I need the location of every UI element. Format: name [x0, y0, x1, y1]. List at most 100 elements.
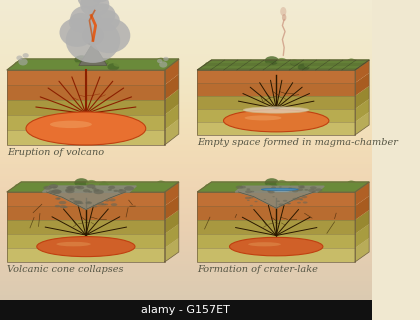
- Ellipse shape: [297, 198, 303, 200]
- Ellipse shape: [118, 189, 126, 193]
- Ellipse shape: [302, 196, 307, 198]
- Polygon shape: [355, 196, 369, 220]
- Ellipse shape: [312, 191, 316, 193]
- Ellipse shape: [88, 3, 116, 26]
- Text: a: a: [43, 215, 72, 265]
- Ellipse shape: [267, 190, 271, 192]
- Polygon shape: [197, 182, 369, 192]
- Ellipse shape: [86, 57, 97, 64]
- Ellipse shape: [92, 187, 97, 189]
- Ellipse shape: [100, 60, 108, 65]
- Ellipse shape: [292, 189, 299, 192]
- Ellipse shape: [69, 188, 75, 191]
- Ellipse shape: [86, 180, 97, 187]
- Ellipse shape: [255, 201, 257, 202]
- Polygon shape: [165, 104, 179, 130]
- Ellipse shape: [304, 61, 313, 67]
- Bar: [0, 300, 372, 320]
- Ellipse shape: [347, 59, 356, 65]
- Ellipse shape: [80, 0, 109, 17]
- Bar: [197, 248, 355, 262]
- Ellipse shape: [297, 188, 303, 191]
- Ellipse shape: [113, 183, 123, 189]
- Polygon shape: [355, 182, 369, 206]
- Ellipse shape: [347, 181, 354, 185]
- Ellipse shape: [163, 57, 168, 61]
- Ellipse shape: [208, 186, 215, 190]
- Ellipse shape: [74, 178, 89, 187]
- Ellipse shape: [250, 205, 253, 206]
- Ellipse shape: [93, 189, 100, 192]
- Ellipse shape: [108, 63, 119, 71]
- Bar: [197, 109, 355, 122]
- Polygon shape: [355, 60, 369, 83]
- Polygon shape: [355, 99, 369, 122]
- Ellipse shape: [15, 61, 23, 67]
- Ellipse shape: [247, 182, 257, 188]
- Ellipse shape: [299, 186, 305, 188]
- Ellipse shape: [56, 242, 91, 246]
- Ellipse shape: [52, 186, 57, 188]
- Ellipse shape: [57, 198, 60, 199]
- Ellipse shape: [74, 55, 89, 64]
- Ellipse shape: [292, 198, 299, 200]
- Ellipse shape: [111, 203, 117, 206]
- Ellipse shape: [16, 55, 23, 60]
- Ellipse shape: [273, 191, 290, 192]
- Ellipse shape: [92, 205, 97, 207]
- Ellipse shape: [82, 26, 104, 45]
- Ellipse shape: [315, 188, 323, 192]
- Ellipse shape: [347, 180, 356, 187]
- Polygon shape: [197, 60, 369, 70]
- Ellipse shape: [290, 60, 299, 65]
- Bar: [197, 192, 355, 262]
- Ellipse shape: [73, 200, 77, 202]
- Ellipse shape: [264, 63, 272, 68]
- Text: Empty space formed in magma-chamber: Empty space formed in magma-chamber: [197, 138, 398, 147]
- Polygon shape: [165, 224, 179, 248]
- Bar: [197, 96, 355, 109]
- Ellipse shape: [55, 205, 60, 207]
- Polygon shape: [79, 43, 107, 66]
- Ellipse shape: [78, 0, 101, 8]
- Bar: [7, 248, 165, 262]
- Ellipse shape: [75, 201, 83, 204]
- Ellipse shape: [208, 63, 215, 68]
- Bar: [197, 192, 355, 206]
- Ellipse shape: [297, 202, 301, 204]
- Ellipse shape: [108, 186, 119, 193]
- Ellipse shape: [83, 189, 90, 192]
- Ellipse shape: [18, 58, 28, 66]
- Text: Formation of crater-lake: Formation of crater-lake: [197, 265, 318, 274]
- Polygon shape: [355, 210, 369, 234]
- Ellipse shape: [90, 0, 110, 3]
- Bar: [197, 206, 355, 220]
- Polygon shape: [355, 73, 369, 96]
- Ellipse shape: [157, 59, 163, 63]
- Ellipse shape: [51, 189, 61, 194]
- Bar: [197, 234, 355, 248]
- Ellipse shape: [87, 18, 130, 53]
- Ellipse shape: [251, 191, 254, 192]
- Ellipse shape: [298, 186, 310, 193]
- Ellipse shape: [290, 182, 299, 188]
- Ellipse shape: [94, 10, 120, 31]
- Ellipse shape: [308, 189, 316, 192]
- Bar: [7, 192, 165, 206]
- Polygon shape: [165, 74, 179, 100]
- Ellipse shape: [240, 186, 246, 188]
- Ellipse shape: [283, 200, 287, 202]
- Ellipse shape: [52, 189, 62, 194]
- Ellipse shape: [278, 204, 284, 206]
- Ellipse shape: [100, 181, 108, 187]
- Ellipse shape: [276, 180, 287, 187]
- Text: Volcanic cone collapses: Volcanic cone collapses: [7, 265, 123, 274]
- Ellipse shape: [159, 61, 167, 68]
- Bar: [7, 234, 165, 248]
- Polygon shape: [355, 224, 369, 248]
- Ellipse shape: [100, 182, 108, 188]
- Ellipse shape: [245, 190, 252, 193]
- Polygon shape: [355, 86, 369, 109]
- Ellipse shape: [261, 188, 298, 190]
- Ellipse shape: [48, 190, 54, 193]
